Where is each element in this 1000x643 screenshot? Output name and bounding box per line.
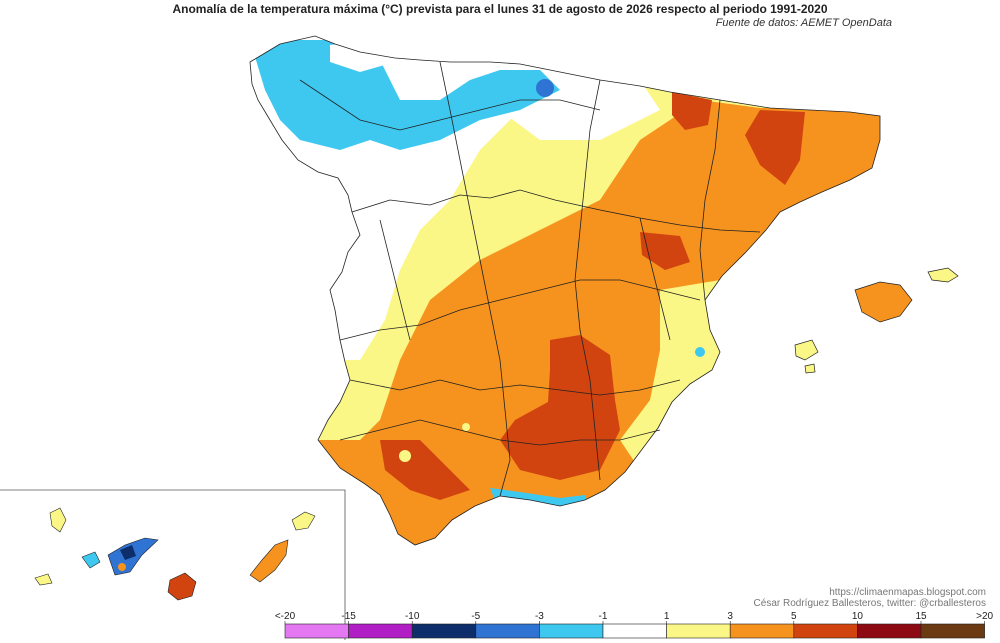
menorca: [927, 267, 959, 283]
legend-tick-label: -3: [535, 611, 544, 622]
legend-swatches: [284, 623, 985, 639]
border-line-2: [339, 279, 701, 341]
legend-swatch: [284, 623, 349, 639]
lanzarote: [291, 511, 316, 531]
el-hierro: [34, 573, 53, 586]
canary-inset: [0, 489, 346, 640]
legend-swatch: [348, 623, 413, 639]
legend-tick-label: -15: [341, 611, 356, 622]
cyan-field-north: [250, 40, 560, 150]
yellow-spot-cordoba: [462, 423, 470, 431]
formentera: [804, 363, 816, 374]
border-line-6: [574, 79, 601, 481]
borders: [249, 35, 881, 546]
legend-swatch: [539, 623, 604, 639]
data-source: Fuente de datos: AEMET OpenData: [715, 17, 892, 29]
inset-frame: [0, 489, 346, 640]
balearic-islands: [794, 267, 959, 374]
la-palma: [49, 507, 67, 533]
gran-canaria: [167, 572, 197, 601]
red-field-cuenca: [640, 232, 690, 270]
legend-tick-label: <-20: [275, 611, 296, 622]
fuerteventura: [249, 539, 289, 583]
legend-tick-label: 3: [727, 611, 733, 622]
tenerife-south: [118, 563, 126, 571]
legend-tick-label: -10: [405, 611, 420, 622]
legend-tick-label: -1: [599, 611, 608, 622]
border-line-3: [349, 379, 681, 396]
border-line-5: [439, 61, 511, 497]
mallorca: [854, 281, 913, 323]
author-twitter: César Rodríguez Ballesteros, twitter: @c…: [753, 598, 986, 609]
border-line-1: [351, 189, 761, 233]
legend-tick-label: 15: [915, 611, 927, 622]
border-line-8: [299, 79, 601, 131]
legend-swatch: [411, 623, 477, 639]
legend-swatch: [666, 623, 731, 639]
legend-swatch: [793, 623, 858, 639]
legend-swatch: [602, 623, 667, 639]
legend-tick-label: -5: [471, 611, 480, 622]
blog-url: https://climaenmapas.blogspot.com: [829, 587, 986, 598]
red-field-lleida: [745, 110, 805, 185]
la-gomera: [81, 551, 101, 569]
legend-swatch: [729, 623, 795, 639]
legend-tick-label: 5: [791, 611, 797, 622]
ibiza: [794, 339, 819, 361]
legend-tick-label: 1: [664, 611, 670, 622]
map-title: Anomalía de la temperatura máxima (°C) p…: [172, 2, 828, 16]
legend-swatch: [857, 623, 922, 639]
border-line-9: [379, 219, 411, 341]
legend-swatch: [475, 623, 540, 639]
blue-spot-cantabria: [536, 79, 554, 97]
yellow-spot-sevilla: [399, 450, 411, 462]
border-line-10: [639, 217, 671, 341]
tenerife-core: [120, 545, 136, 560]
legend-tick-label: 10: [852, 611, 864, 622]
cyan-spot-valencia: [695, 347, 705, 357]
border-line-7: [699, 99, 721, 301]
red-field-navarra: [672, 92, 712, 130]
border-line-4: [339, 419, 661, 446]
author-credit: https://climaenmapas.blogspot.com César …: [754, 587, 986, 609]
legend-tick-labels: <-20 -15 -10 -5 -3 -1 1 3 5 10 15 >20: [275, 611, 994, 624]
legend-swatch: [920, 623, 985, 639]
legend-tick-label: >20: [976, 611, 993, 622]
